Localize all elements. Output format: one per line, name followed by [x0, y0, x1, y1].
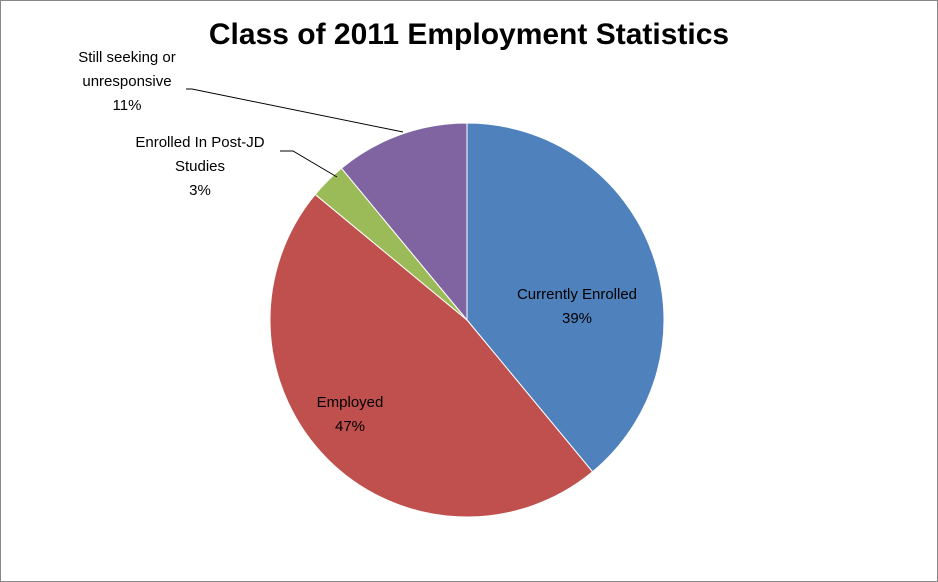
pie-slice: [269, 193, 594, 518]
slice-value-label: 39%: [561, 310, 593, 327]
leader-line: [186, 88, 404, 133]
slice-label: Currently Enrolled: [516, 286, 638, 303]
leader-line: [280, 150, 338, 178]
pie-slice: [466, 122, 665, 473]
chart-title: Class of 2011 Employment Statistics: [208, 18, 730, 51]
pie-slice: [340, 122, 468, 322]
slice-label: Still seeking or unresponsive: [78, 49, 176, 90]
slice-label: Employed: [316, 394, 384, 411]
slice-value-label: 3%: [189, 182, 211, 199]
slice-value-label: 47%: [334, 418, 366, 435]
slice-value-label: 11%: [112, 97, 142, 114]
slice-label: Enrolled In Post-JD Studies: [135, 134, 265, 175]
